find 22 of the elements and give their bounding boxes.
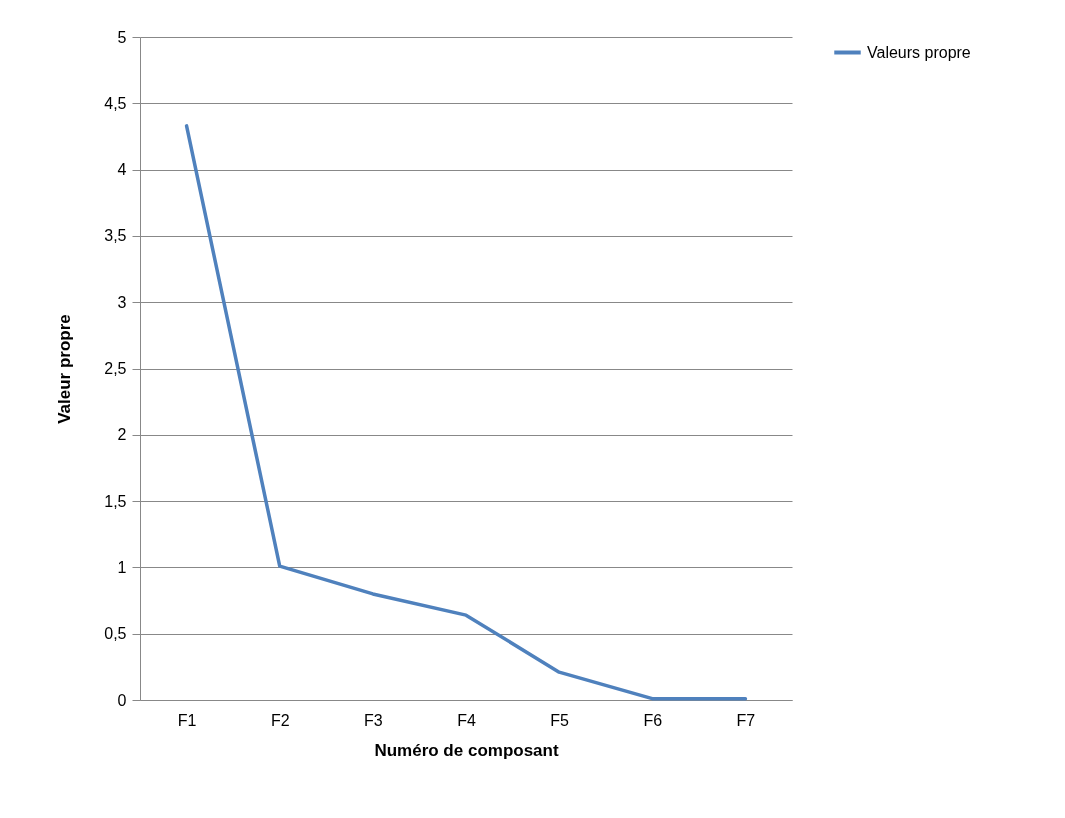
x-tick-label: F1 bbox=[177, 711, 197, 729]
line-series bbox=[184, 124, 748, 701]
x-tick-label: F7 bbox=[736, 711, 756, 729]
x-tick-label: F2 bbox=[270, 711, 290, 729]
x-tick-label: F3 bbox=[364, 711, 383, 729]
y-tick-label: 4,5 bbox=[104, 94, 127, 112]
y-tick-label: 4 bbox=[117, 161, 127, 179]
y-tick-label: 1 bbox=[117, 558, 127, 576]
y-tick-label: 1,5 bbox=[104, 492, 127, 510]
y-axis-title: Valeur propre bbox=[55, 314, 75, 424]
x-tick-label: F6 bbox=[643, 711, 663, 729]
x-tick-label: F4 bbox=[457, 711, 476, 729]
y-tick-label: 3 bbox=[117, 293, 127, 311]
x-tick-label: F5 bbox=[550, 711, 570, 729]
y-tick-label: 5 bbox=[117, 28, 127, 46]
y-tick-label: 2,5 bbox=[104, 360, 127, 377]
y-tick-label: 3,5 bbox=[104, 227, 127, 245]
y-tick-label: 0,5 bbox=[104, 625, 127, 643]
y-tick-label: 2 bbox=[117, 426, 127, 444]
y-tick-label: 0 bbox=[117, 691, 127, 709]
x-axis-title: Numéro de composant bbox=[374, 740, 559, 760]
legend-label: Valeurs propre bbox=[867, 43, 971, 61]
